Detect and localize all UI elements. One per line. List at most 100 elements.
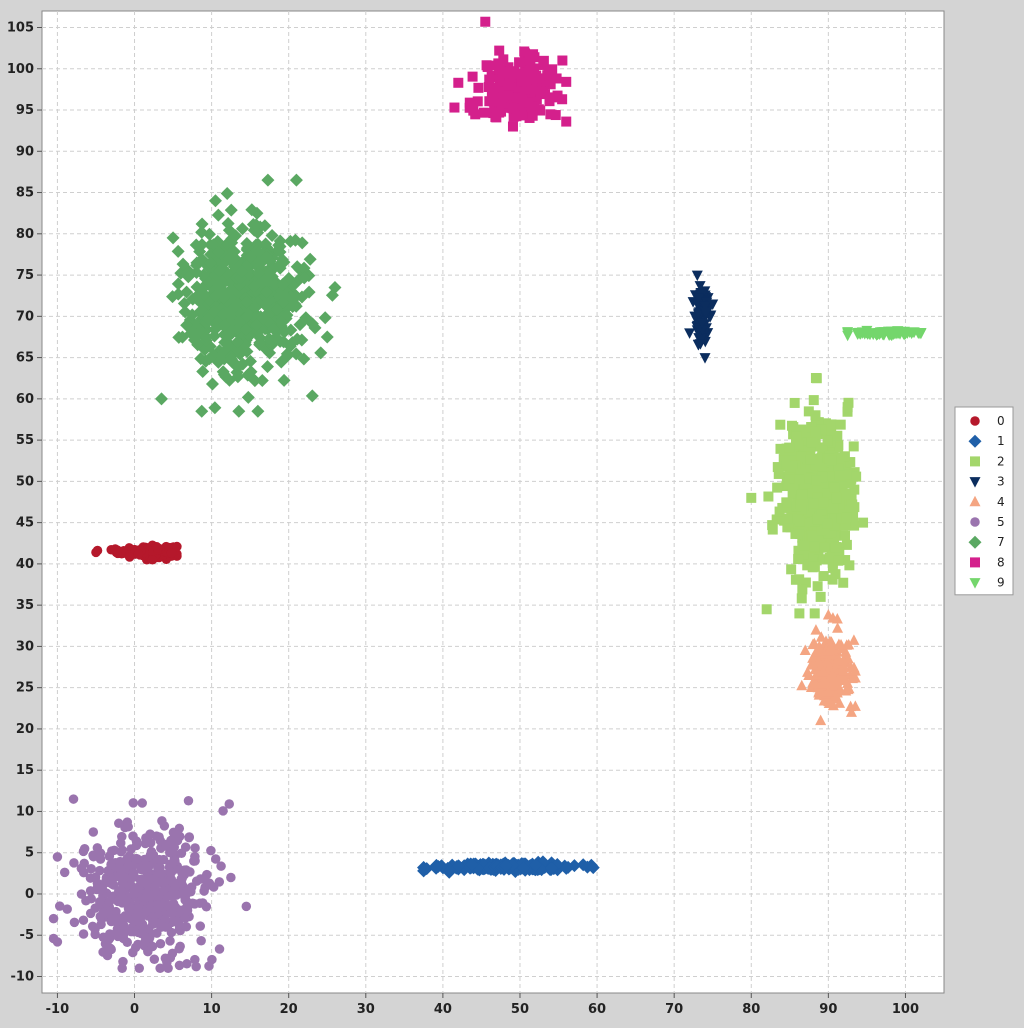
data-point: [185, 867, 195, 877]
data-point: [180, 913, 190, 924]
data-point: [191, 961, 201, 972]
data-point: [832, 622, 844, 633]
data-point: [817, 471, 828, 482]
data-point: [96, 919, 106, 930]
data-point: [799, 644, 811, 656]
data-point: [507, 121, 518, 132]
data-point: [270, 303, 284, 317]
data-point: [260, 285, 274, 299]
series-3: [684, 270, 719, 364]
data-point: [195, 874, 206, 884]
data-point: [241, 390, 255, 404]
data-point: [262, 266, 276, 280]
data-point: [276, 324, 290, 338]
data-point: [204, 878, 215, 888]
data-point: [241, 901, 252, 912]
data-point: [511, 92, 522, 103]
data-point: [697, 325, 709, 336]
y-tick-label: 0: [25, 887, 34, 902]
legend-marker: [968, 535, 982, 549]
data-point: [145, 850, 156, 860]
data-point: [543, 68, 554, 79]
data-point: [267, 322, 281, 336]
data-point: [69, 917, 80, 928]
data-point: [772, 482, 783, 493]
x-tick-label: 20: [280, 1002, 298, 1017]
data-point: [208, 194, 222, 208]
data-point: [449, 102, 460, 113]
data-point: [490, 82, 501, 93]
data-point: [163, 900, 173, 911]
data-point: [827, 574, 838, 585]
data-point: [497, 66, 508, 77]
data-point: [293, 318, 307, 332]
data-point: [835, 419, 846, 430]
y-tick-label: -5: [20, 928, 34, 943]
data-point: [184, 832, 194, 843]
data-point: [171, 244, 185, 258]
y-tick-label: -10: [11, 969, 35, 984]
data-point: [531, 70, 542, 81]
data-point: [822, 435, 833, 446]
data-point: [773, 468, 784, 479]
data-point: [809, 541, 820, 552]
data-point: [283, 234, 297, 248]
data-point: [830, 542, 841, 553]
data-point: [829, 482, 840, 493]
data-point: [520, 62, 531, 73]
data-point: [110, 913, 120, 923]
data-point: [235, 264, 249, 278]
data-point: [528, 858, 542, 872]
data-point: [180, 285, 194, 299]
data-point: [816, 525, 827, 536]
data-point: [810, 460, 821, 471]
data-point: [823, 697, 835, 708]
data-point: [778, 454, 789, 465]
data-point: [529, 63, 540, 74]
data-point: [838, 577, 849, 588]
data-point: [807, 555, 818, 566]
data-point: [834, 499, 845, 510]
data-point: [98, 907, 109, 918]
data-point: [833, 461, 844, 472]
data-point: [305, 317, 319, 331]
data-point: [188, 333, 202, 347]
data-point: [819, 542, 830, 553]
data-point: [256, 254, 270, 268]
data-point: [871, 330, 883, 341]
data-point: [78, 915, 89, 925]
data-point: [826, 455, 837, 466]
data-point: [172, 541, 182, 552]
data-point: [210, 854, 221, 864]
data-point: [168, 827, 179, 838]
data-point: [800, 577, 811, 588]
y-tick-label: 15: [16, 763, 34, 778]
data-point: [781, 461, 792, 472]
data-point: [116, 885, 126, 896]
data-point: [122, 854, 132, 864]
data-point: [128, 831, 138, 841]
data-point: [171, 890, 182, 900]
legend: 0 1 2 3 4 5 7 8 9: [954, 406, 1014, 596]
x-tick-label: 50: [511, 1002, 529, 1017]
y-tick-label: 20: [16, 722, 34, 737]
data-point: [487, 96, 498, 107]
data-point: [841, 512, 852, 523]
y-tick-label: 5: [25, 846, 34, 861]
data-point: [222, 306, 236, 320]
data-point: [795, 499, 806, 510]
data-point: [812, 514, 823, 525]
data-point: [827, 562, 838, 573]
legend-label: 8: [997, 555, 1005, 569]
data-point: [59, 867, 70, 878]
data-point: [249, 311, 263, 325]
data-point: [843, 638, 855, 650]
data-point: [858, 517, 869, 528]
data-point: [163, 963, 173, 973]
data-point: [784, 474, 795, 485]
data-point: [831, 613, 843, 624]
data-point: [803, 406, 814, 417]
data-point: [784, 442, 795, 453]
data-point: [249, 318, 263, 332]
data-point: [181, 270, 195, 284]
